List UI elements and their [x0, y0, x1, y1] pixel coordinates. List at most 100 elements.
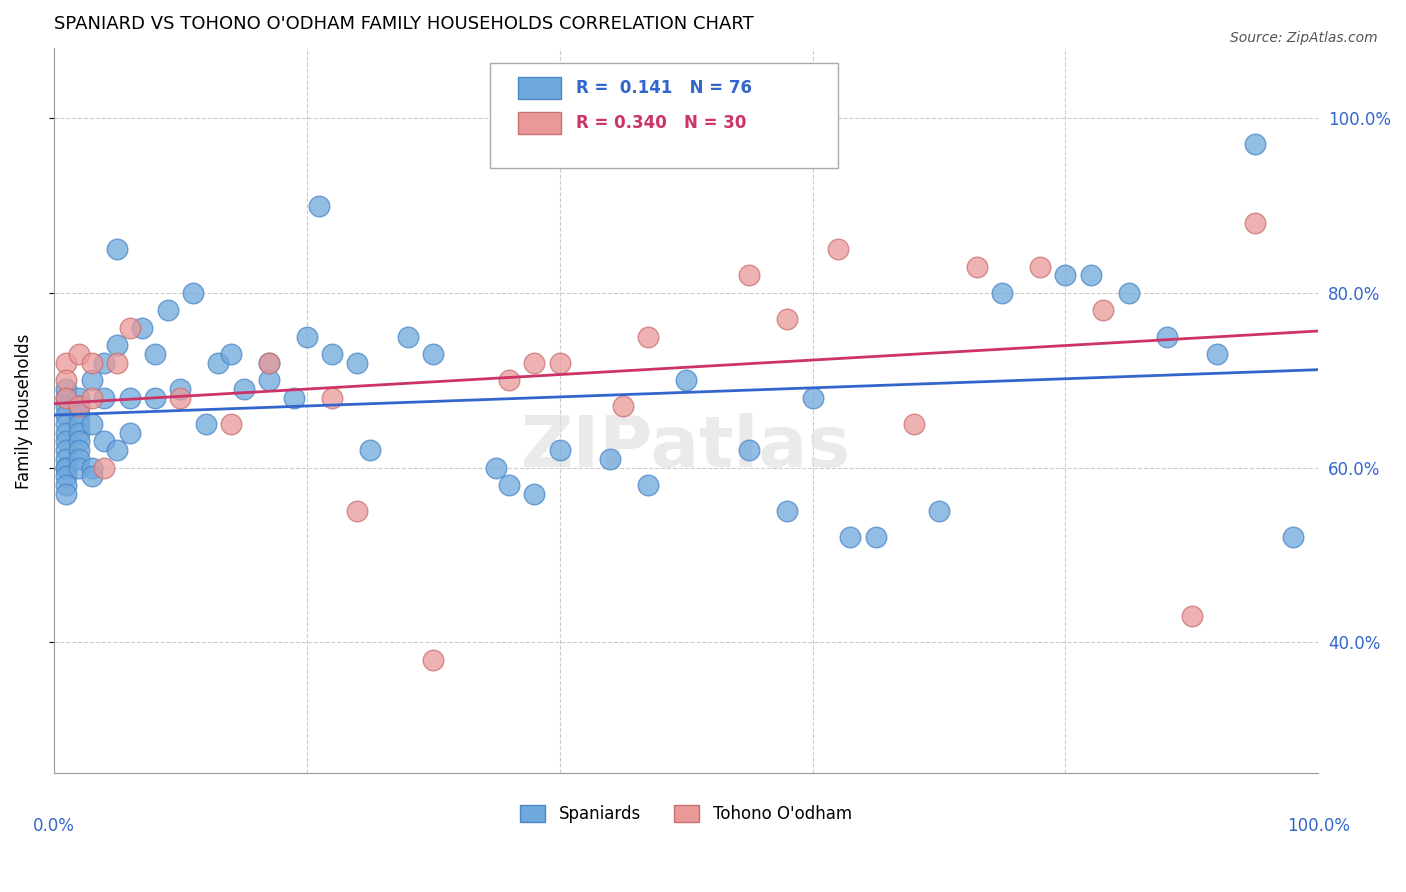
Legend: Spaniards, Tohono O'odham: Spaniards, Tohono O'odham	[513, 798, 859, 830]
Point	[143, 391, 166, 405]
Point	[827, 242, 849, 256]
Point	[1054, 268, 1077, 283]
Point	[295, 329, 318, 343]
Point	[485, 460, 508, 475]
Point	[321, 391, 343, 405]
Point	[257, 356, 280, 370]
Point	[257, 373, 280, 387]
Point	[283, 391, 305, 405]
Point	[80, 417, 103, 431]
Point	[67, 347, 90, 361]
FancyBboxPatch shape	[517, 112, 561, 134]
Point	[396, 329, 419, 343]
Point	[738, 268, 761, 283]
Point	[93, 391, 115, 405]
Point	[776, 312, 799, 326]
Point	[143, 347, 166, 361]
Point	[55, 391, 77, 405]
Point	[422, 347, 444, 361]
Text: 100.0%: 100.0%	[1286, 817, 1350, 835]
Point	[257, 356, 280, 370]
Point	[169, 382, 191, 396]
Point	[105, 443, 128, 458]
Point	[498, 478, 520, 492]
FancyBboxPatch shape	[517, 78, 561, 99]
Point	[1092, 303, 1115, 318]
Point	[67, 451, 90, 466]
Point	[637, 329, 659, 343]
Point	[67, 400, 90, 414]
Point	[55, 408, 77, 422]
Point	[55, 451, 77, 466]
Point	[93, 460, 115, 475]
Point	[105, 356, 128, 370]
Point	[865, 530, 887, 544]
Point	[928, 504, 950, 518]
Point	[523, 356, 546, 370]
Point	[67, 391, 90, 405]
Point	[321, 347, 343, 361]
Point	[232, 382, 254, 396]
Point	[55, 443, 77, 458]
Point	[93, 434, 115, 449]
Y-axis label: Family Households: Family Households	[15, 333, 32, 489]
Text: Source: ZipAtlas.com: Source: ZipAtlas.com	[1230, 31, 1378, 45]
Point	[118, 425, 141, 440]
Point	[80, 391, 103, 405]
Point	[359, 443, 381, 458]
FancyBboxPatch shape	[491, 63, 838, 168]
Text: R = 0.340   N = 30: R = 0.340 N = 30	[576, 114, 747, 132]
Point	[55, 356, 77, 370]
Point	[55, 425, 77, 440]
Point	[346, 504, 368, 518]
Point	[776, 504, 799, 518]
Point	[308, 199, 330, 213]
Point	[1282, 530, 1305, 544]
Point	[80, 356, 103, 370]
Text: SPANIARD VS TOHONO O'ODHAM FAMILY HOUSEHOLDS CORRELATION CHART: SPANIARD VS TOHONO O'ODHAM FAMILY HOUSEH…	[53, 15, 754, 33]
Point	[55, 434, 77, 449]
Point	[80, 460, 103, 475]
Point	[1029, 260, 1052, 274]
Point	[637, 478, 659, 492]
Point	[67, 408, 90, 422]
Point	[55, 391, 77, 405]
Text: 0.0%: 0.0%	[32, 817, 75, 835]
Point	[612, 400, 634, 414]
Point	[55, 382, 77, 396]
Point	[346, 356, 368, 370]
Point	[181, 285, 204, 300]
Point	[55, 469, 77, 483]
Point	[1118, 285, 1140, 300]
Point	[105, 242, 128, 256]
Text: R =  0.141   N = 76: R = 0.141 N = 76	[576, 79, 752, 97]
Point	[67, 400, 90, 414]
Point	[207, 356, 229, 370]
Point	[80, 469, 103, 483]
Point	[738, 443, 761, 458]
Point	[55, 460, 77, 475]
Point	[675, 373, 697, 387]
Point	[93, 356, 115, 370]
Point	[219, 417, 242, 431]
Point	[801, 391, 824, 405]
Point	[194, 417, 217, 431]
Point	[118, 391, 141, 405]
Point	[903, 417, 925, 431]
Point	[67, 417, 90, 431]
Point	[548, 356, 571, 370]
Point	[105, 338, 128, 352]
Point	[67, 460, 90, 475]
Point	[55, 417, 77, 431]
Point	[118, 321, 141, 335]
Point	[67, 443, 90, 458]
Point	[169, 391, 191, 405]
Point	[966, 260, 988, 274]
Point	[523, 487, 546, 501]
Point	[67, 425, 90, 440]
Point	[548, 443, 571, 458]
Point	[55, 487, 77, 501]
Point	[1181, 609, 1204, 624]
Point	[498, 373, 520, 387]
Point	[1244, 216, 1267, 230]
